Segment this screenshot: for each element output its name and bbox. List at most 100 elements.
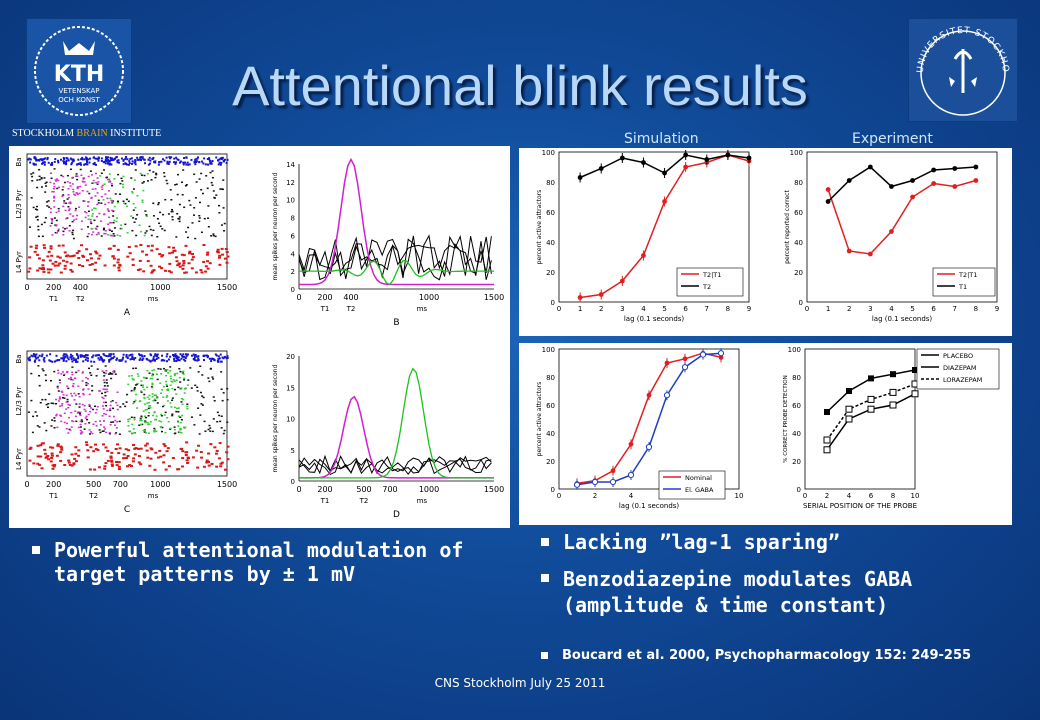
- spike-l4: [82, 255, 86, 258]
- y-axis-label: percent reported correct: [784, 190, 791, 264]
- spike-l23: [106, 385, 109, 387]
- spike-l4: [164, 468, 168, 471]
- spike-t1: [56, 387, 59, 389]
- spike-l4: [64, 255, 68, 258]
- spike-t1: [71, 371, 74, 374]
- data-point: [717, 350, 725, 357]
- spike-ba: [161, 354, 164, 357]
- spike-l23: [37, 225, 40, 228]
- spike-t2: [137, 375, 140, 377]
- data-point: [952, 166, 958, 171]
- data-point: [868, 375, 874, 382]
- spike-ba: [110, 163, 113, 166]
- spike-t1: [72, 420, 75, 423]
- data-point: [598, 292, 604, 297]
- spike-l4: [109, 455, 113, 458]
- spike-l4: [145, 442, 149, 445]
- spike-l23: [92, 408, 95, 411]
- data-point: [627, 471, 635, 479]
- spike-l23: [107, 373, 110, 375]
- spike-t1: [102, 401, 105, 404]
- spike-t1: [109, 407, 112, 410]
- spike-ba: [184, 161, 187, 164]
- spike-l23: [45, 403, 48, 406]
- spike-l4: [86, 456, 90, 459]
- spike-l4: [226, 255, 230, 258]
- spike-t1: [94, 172, 97, 175]
- spike-t2: [109, 197, 112, 200]
- spike-t2: [133, 179, 136, 181]
- spike-l23: [152, 215, 155, 217]
- spike-l4: [85, 443, 89, 446]
- spike-l4: [172, 249, 176, 252]
- spike-l23: [190, 387, 193, 389]
- spike-ba: [122, 159, 125, 162]
- spike-t1: [73, 193, 76, 196]
- spike-t2: [142, 410, 145, 412]
- spike-l23: [170, 199, 173, 201]
- spike-ba: [188, 163, 191, 166]
- spike-t2: [153, 369, 156, 371]
- spike-l23: [72, 237, 75, 240]
- spike-l23: [78, 406, 81, 408]
- spike-t2: [125, 205, 128, 208]
- spike-t1: [51, 234, 54, 236]
- bullet-marker: [541, 574, 549, 582]
- y-tick-label: 0: [291, 286, 295, 294]
- spike-ba: [94, 157, 97, 160]
- spike-t1: [79, 423, 82, 426]
- spike-t1: [83, 200, 86, 202]
- event-label: T1: [320, 305, 330, 313]
- spike-l23: [207, 377, 210, 379]
- spike-l23: [87, 210, 90, 213]
- legend-label: DIAZEPAM: [943, 364, 977, 372]
- spike-l4: [197, 444, 201, 447]
- spike-l23: [145, 230, 148, 232]
- y-tick-label: 4: [291, 250, 296, 258]
- spike-l23: [99, 431, 102, 434]
- spike-t2: [123, 202, 126, 205]
- spike-t1: [90, 407, 93, 409]
- x-tick-label: 200: [317, 293, 332, 302]
- spike-ba: [104, 158, 107, 161]
- spike-t2: [179, 421, 182, 424]
- spike-l23: [97, 199, 100, 202]
- spike-l4: [33, 250, 37, 253]
- spike-l4: [182, 262, 186, 265]
- spike-l4: [75, 252, 79, 255]
- data-point: [725, 152, 731, 158]
- spike-ba: [28, 358, 31, 361]
- spike-t1: [78, 395, 81, 398]
- spike-ba: [70, 163, 73, 166]
- spike-t1: [59, 415, 62, 417]
- spike-t2: [92, 182, 95, 184]
- spike-ba: [133, 161, 136, 164]
- spike-l23: [79, 426, 82, 428]
- spike-l23: [111, 200, 114, 202]
- spike-ba: [61, 357, 64, 360]
- spike-t1: [64, 209, 67, 212]
- spike-l4: [47, 271, 51, 274]
- spike-t2: [130, 215, 133, 217]
- spike-t2: [132, 402, 135, 405]
- data-point: [699, 351, 707, 358]
- spike-l4: [180, 253, 184, 256]
- spike-l23: [171, 216, 174, 218]
- spike-l23: [57, 207, 60, 210]
- spike-l23: [144, 210, 147, 212]
- spike-t1: [61, 371, 64, 373]
- x-tick-label: 5: [910, 305, 914, 313]
- spike-ba: [224, 158, 227, 161]
- spike-t1: [102, 405, 105, 407]
- spike-ba: [83, 163, 86, 166]
- spike-t1: [105, 431, 108, 434]
- spike-t1: [108, 415, 111, 418]
- spike-ba: [152, 156, 155, 159]
- spike-t2: [144, 415, 147, 418]
- spike-l4: [35, 244, 39, 247]
- spike-l23: [157, 203, 160, 206]
- spike-t1: [95, 215, 98, 218]
- spike-l23: [226, 421, 229, 423]
- y-axis-label: mean spikes per neuron per second: [272, 364, 279, 472]
- spike-ba: [218, 357, 221, 360]
